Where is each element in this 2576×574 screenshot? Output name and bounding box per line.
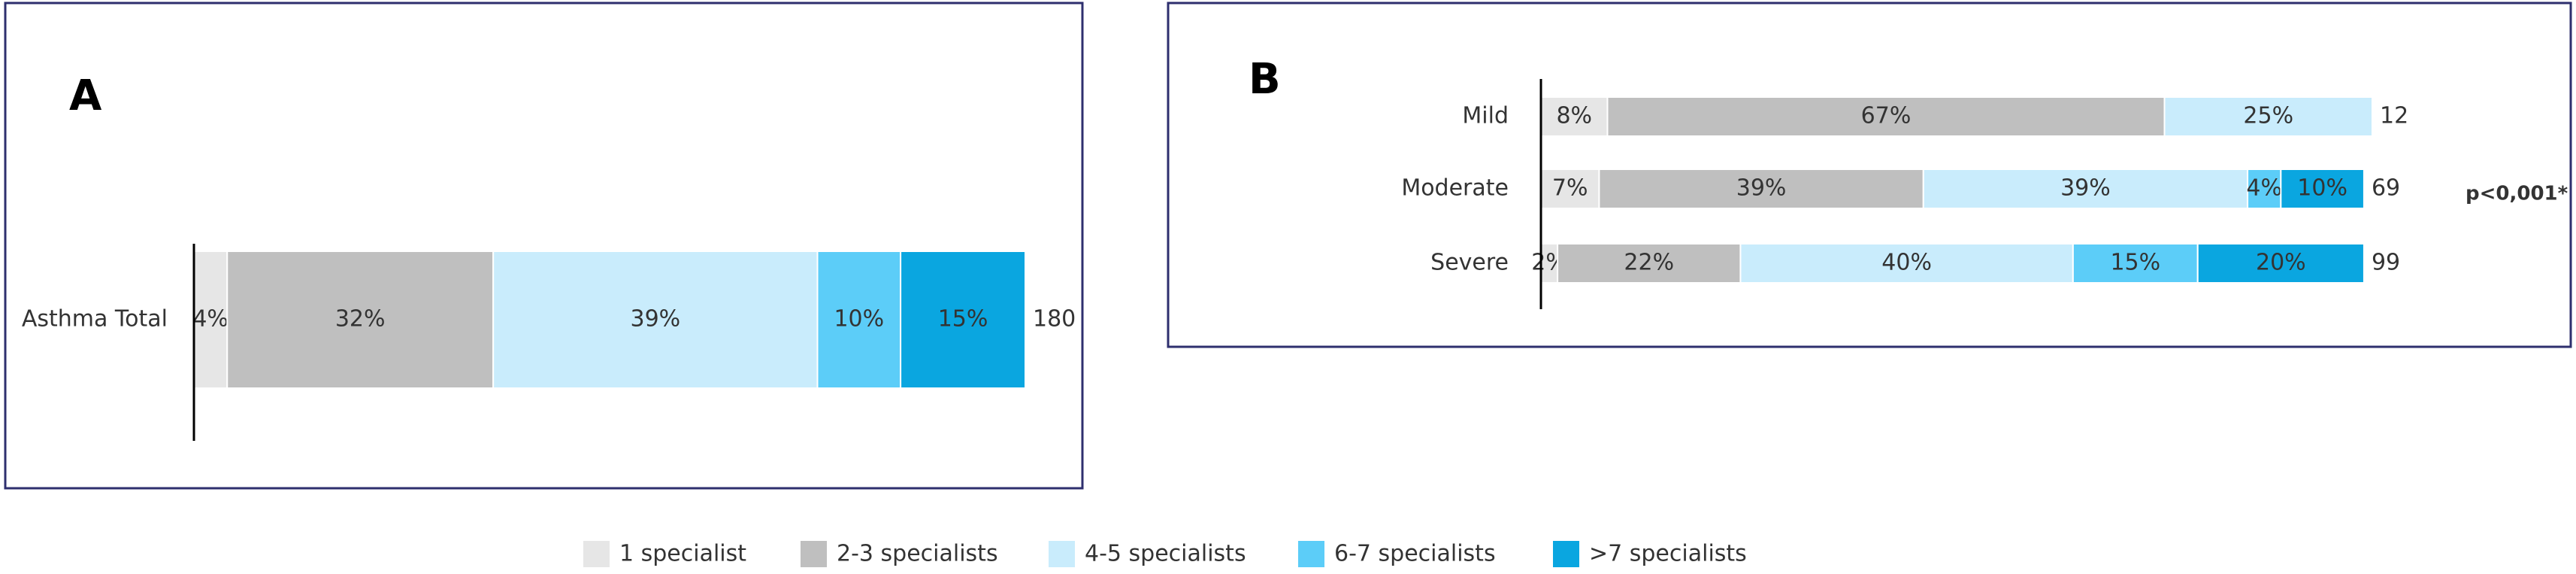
bar-segment bbox=[492, 251, 819, 389]
value-label: 40% bbox=[1881, 250, 1932, 276]
legend-swatch bbox=[801, 541, 827, 567]
legend-swatch bbox=[1049, 541, 1075, 567]
value-label: 25% bbox=[2243, 103, 2293, 129]
legend-swatch bbox=[583, 541, 610, 567]
annotation: p<0,001* bbox=[2466, 183, 2568, 205]
bar-segment bbox=[1540, 169, 1600, 209]
value-label: 39% bbox=[2060, 175, 2111, 202]
value-label: 8% bbox=[1556, 103, 1592, 129]
panel-b-frame bbox=[1167, 2, 2572, 348]
value-label: 10% bbox=[2297, 175, 2347, 202]
panel-label: A bbox=[69, 71, 102, 120]
value-label: 4% bbox=[2246, 175, 2282, 202]
value-label: 39% bbox=[1736, 175, 1787, 202]
legend-label: 2-3 specialists bbox=[837, 541, 998, 567]
bar-segment bbox=[900, 251, 1026, 389]
value-label: 4% bbox=[192, 306, 229, 333]
bar-segment bbox=[226, 251, 495, 389]
legend-swatch bbox=[1553, 541, 1579, 567]
bar-segment bbox=[2163, 96, 2373, 137]
total-label: 99 bbox=[2372, 250, 2400, 276]
bar-segment bbox=[1540, 96, 1609, 137]
category-label: Severe bbox=[1430, 250, 1509, 276]
bar-segment bbox=[1922, 169, 2249, 209]
total-label: 12 bbox=[2380, 103, 2408, 129]
bar-segment bbox=[2280, 169, 2365, 209]
value-label: 22% bbox=[1624, 250, 1674, 276]
legend-swatch bbox=[1298, 541, 1324, 567]
total-label: 69 bbox=[2372, 175, 2400, 202]
total-label: 180 bbox=[1033, 306, 1076, 333]
legend-label: 4-5 specialists bbox=[1085, 541, 1246, 567]
value-label: 39% bbox=[630, 306, 680, 333]
category-label: Mild bbox=[1462, 103, 1509, 129]
value-label: 10% bbox=[834, 306, 884, 333]
value-label: 15% bbox=[2110, 250, 2160, 276]
legend-label: 1 specialist bbox=[619, 541, 746, 567]
bar-segment bbox=[2196, 243, 2365, 284]
value-label: 7% bbox=[1552, 175, 1588, 202]
category-label: Moderate bbox=[1401, 175, 1509, 202]
panel-a-frame bbox=[4, 2, 1084, 490]
value-label: 20% bbox=[2256, 250, 2306, 276]
bar-segment bbox=[816, 251, 902, 389]
legend-label: 6-7 specialists bbox=[1334, 541, 1496, 567]
value-label: 32% bbox=[335, 306, 386, 333]
value-label: 15% bbox=[938, 306, 988, 333]
category-label: Asthma Total bbox=[22, 306, 168, 333]
bar-segment bbox=[1606, 96, 2166, 137]
panel-label: B bbox=[1249, 55, 1281, 104]
value-label: 67% bbox=[1861, 103, 1912, 129]
legend-label: >7 specialists bbox=[1589, 541, 1747, 567]
